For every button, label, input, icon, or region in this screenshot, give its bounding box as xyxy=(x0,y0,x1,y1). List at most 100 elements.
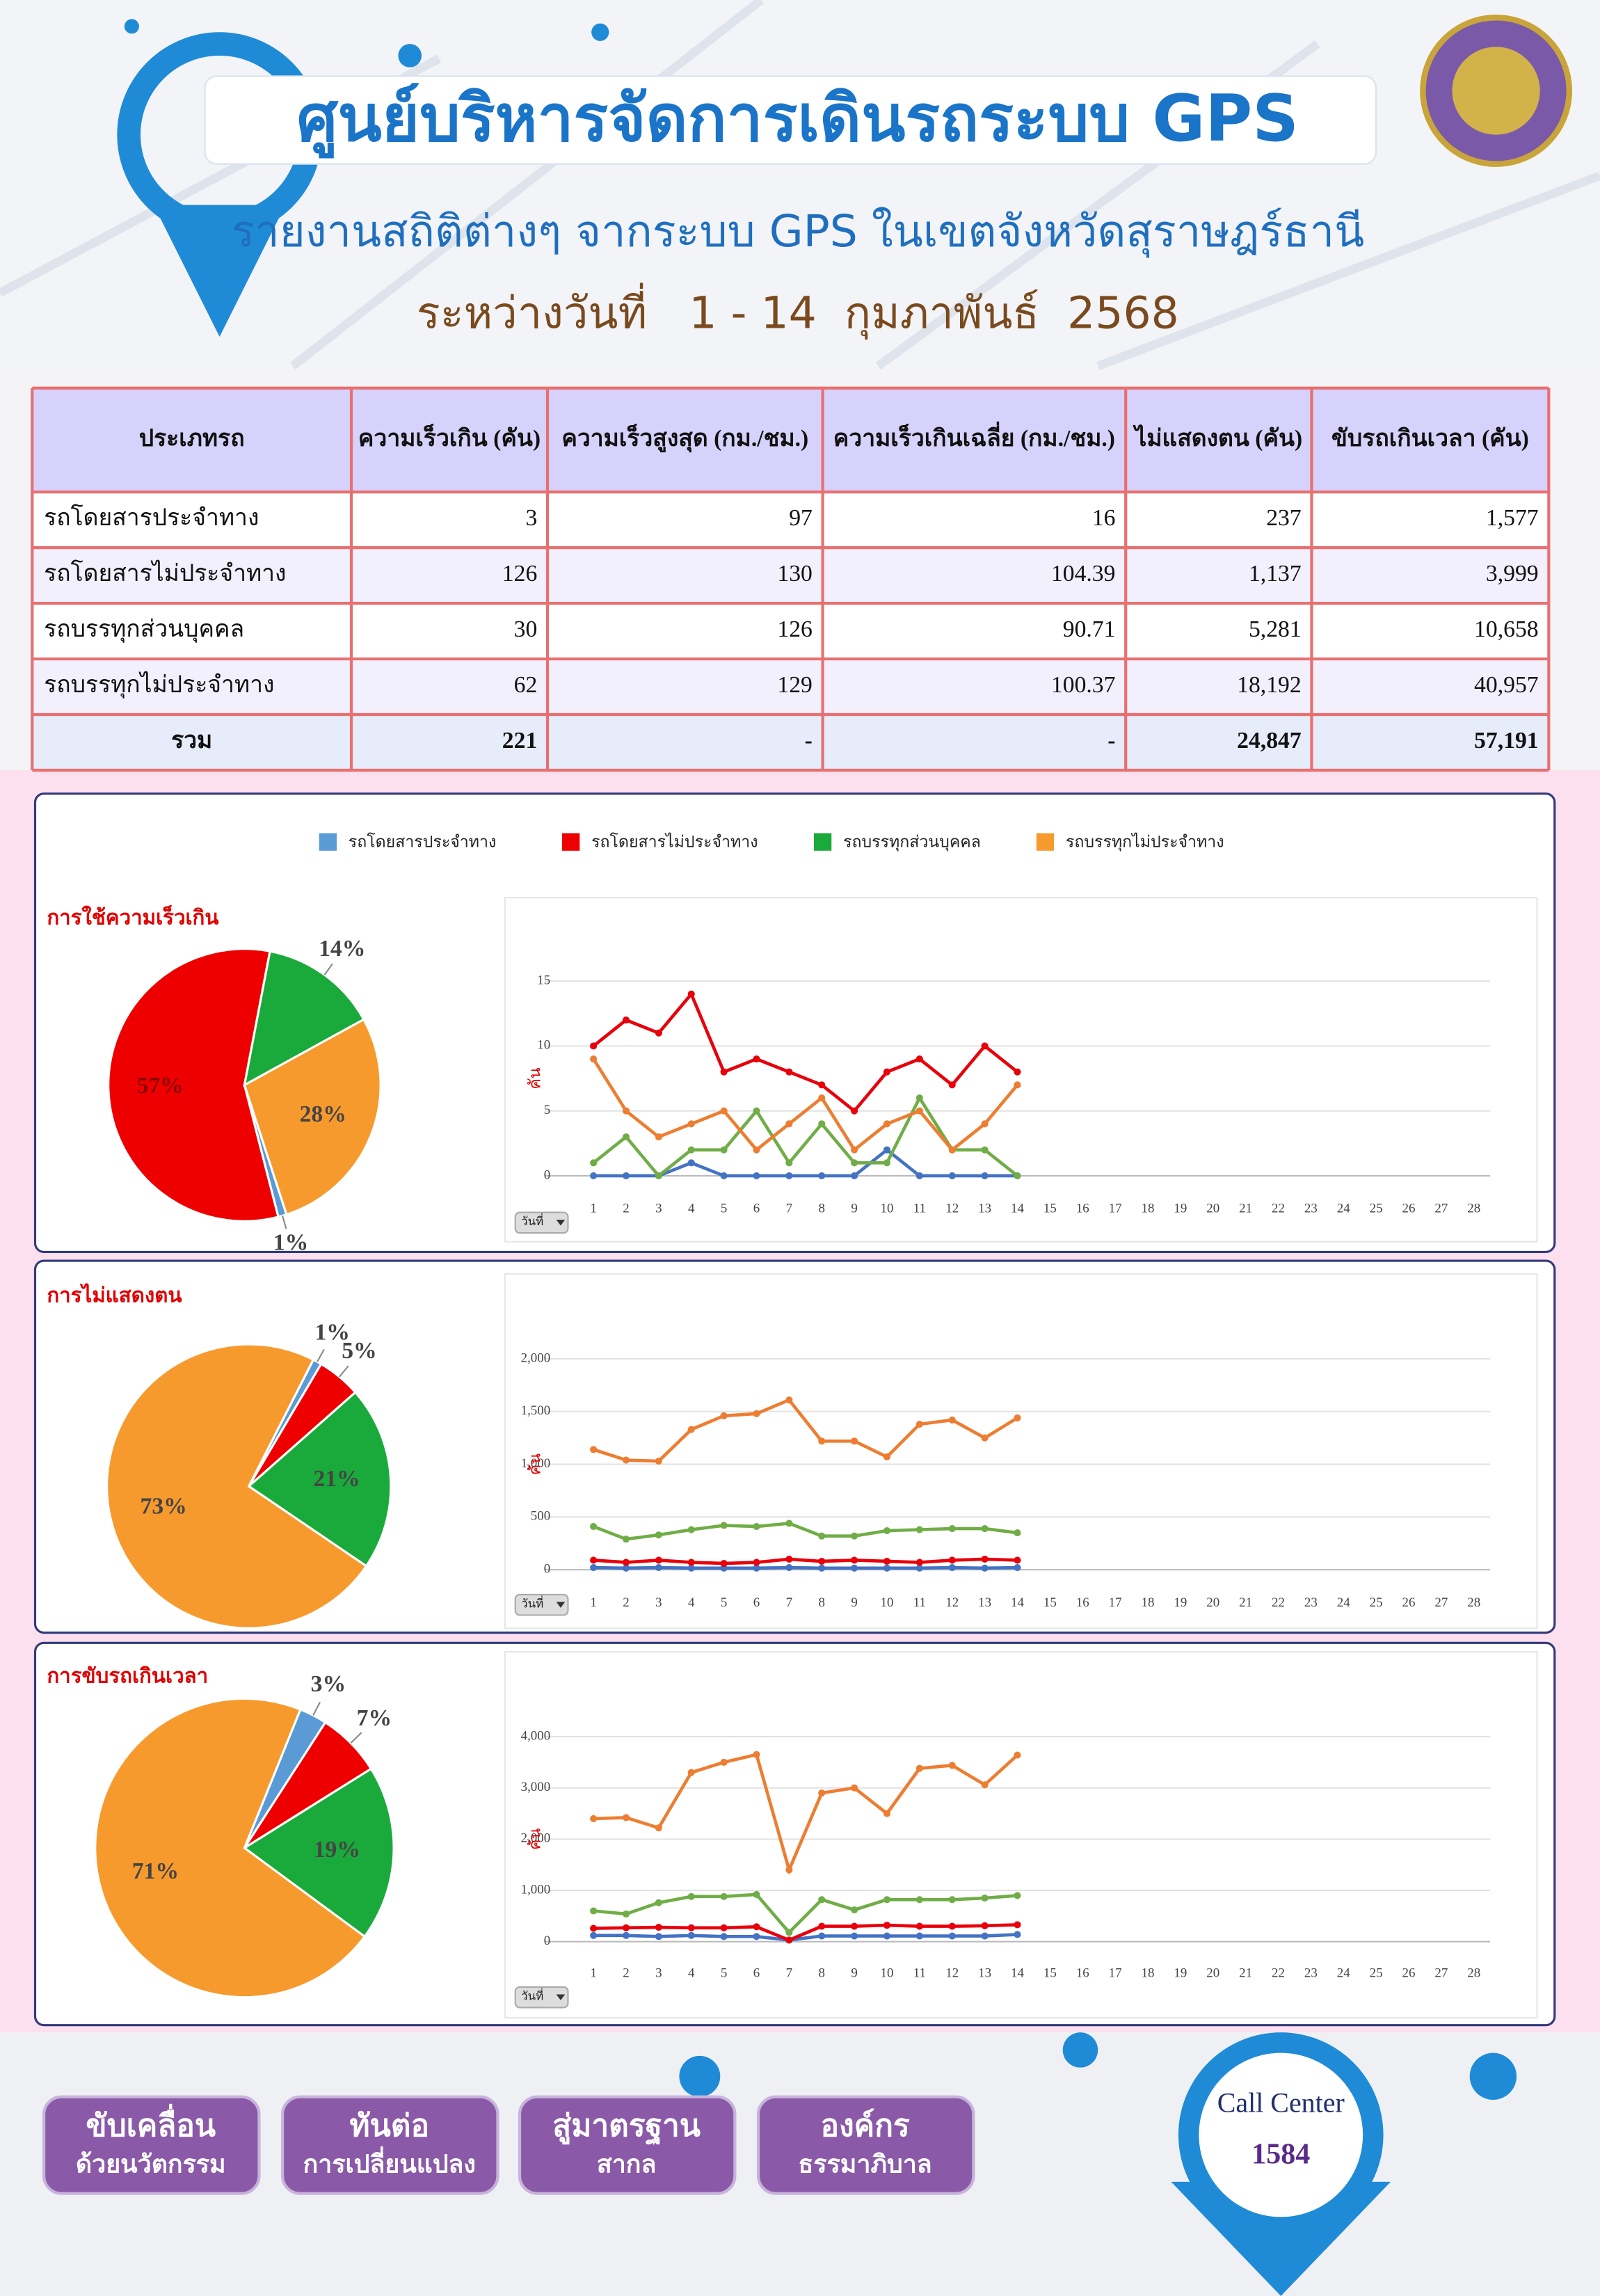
x-tick-label: 17 xyxy=(1109,1202,1122,1216)
series-line xyxy=(593,1398,1018,1463)
data-point xyxy=(883,1527,891,1535)
x-tick-label: 11 xyxy=(913,1966,926,1980)
x-tick-label: 18 xyxy=(1142,1202,1155,1216)
table-cell: 1,577 xyxy=(1486,505,1539,531)
x-tick-label: 9 xyxy=(851,1595,857,1610)
x-tick-label: 10 xyxy=(881,1966,894,1980)
x-tick-label: 24 xyxy=(1337,1595,1350,1610)
x-tick-label: 10 xyxy=(881,1595,894,1610)
data-point xyxy=(785,1520,793,1527)
slogan-top: สู่มาตรฐาน xyxy=(552,2108,701,2145)
x-tick-label: 16 xyxy=(1076,1966,1089,1980)
x-tick-label: 14 xyxy=(1011,1595,1024,1610)
data-point xyxy=(915,1764,923,1772)
x-tick-label: 28 xyxy=(1467,1202,1480,1216)
x-tick-label: 15 xyxy=(1043,1202,1057,1216)
x-tick-label: 2 xyxy=(623,1966,629,1980)
x-tick-label: 12 xyxy=(945,1595,959,1610)
data-point xyxy=(818,1172,826,1180)
data-point xyxy=(622,1107,630,1115)
x-tick-label: 20 xyxy=(1206,1966,1219,1980)
data-point xyxy=(1014,1921,1021,1929)
x-tick-label: 23 xyxy=(1304,1595,1318,1610)
pie-slice xyxy=(243,950,366,1087)
data-point xyxy=(655,1029,662,1037)
x-tick-label: 5 xyxy=(721,1202,727,1216)
dropdown-arrow xyxy=(556,1602,566,1608)
data-point xyxy=(1014,1414,1021,1421)
data-point xyxy=(687,1426,695,1433)
data-point xyxy=(818,1120,826,1128)
legend-swatch xyxy=(319,833,337,851)
table-header: ความเร็วเกินเฉลี่ย (กม./ชม.) xyxy=(833,421,1115,452)
x-tick-label: 8 xyxy=(819,1595,825,1610)
pie-title: การไม่แสดงตน xyxy=(47,1282,182,1307)
data-point xyxy=(655,1133,662,1141)
x-tick-label: 13 xyxy=(978,1966,991,1980)
data-point xyxy=(981,1555,989,1563)
data-point xyxy=(883,1896,891,1904)
leader-line xyxy=(350,1732,362,1744)
data-point xyxy=(785,1068,793,1076)
data-point xyxy=(753,1933,760,1940)
data-point xyxy=(948,1556,956,1564)
slogan-button xyxy=(756,2095,975,2195)
data-point xyxy=(590,1924,598,1932)
y-tick-label: 2,000 xyxy=(521,1831,551,1846)
data-point xyxy=(720,1522,728,1529)
table-row xyxy=(32,659,1549,715)
pie-label: 28% xyxy=(300,1101,346,1127)
data-point xyxy=(818,1896,826,1904)
map-decoration xyxy=(0,0,1600,371)
x-tick-label: 12 xyxy=(945,1966,959,1980)
data-point xyxy=(851,1532,858,1540)
data-point xyxy=(687,1769,695,1776)
data-point xyxy=(981,1146,989,1154)
pie-label: 21% xyxy=(313,1466,360,1492)
table-cell: รวม xyxy=(171,728,212,754)
x-tick-label: 28 xyxy=(1467,1595,1480,1610)
x-tick-label: 18 xyxy=(1142,1595,1155,1610)
x-tick-label: 27 xyxy=(1434,1966,1448,1980)
data-point xyxy=(818,1922,826,1930)
data-point xyxy=(915,1172,923,1180)
data-point xyxy=(655,1172,662,1180)
data-point xyxy=(915,1055,923,1063)
data-point xyxy=(981,1524,989,1533)
y-tick-label: 1,000 xyxy=(521,1882,551,1897)
data-point xyxy=(785,1555,793,1563)
legend-label: รถบรรทุกไม่ประจำทาง xyxy=(1066,833,1224,852)
x-tick-label: 5 xyxy=(721,1966,727,1980)
x-tick-label: 27 xyxy=(1434,1202,1448,1216)
x-tick-label: 21 xyxy=(1239,1202,1252,1216)
data-point xyxy=(753,1410,760,1417)
series-line xyxy=(593,1147,1018,1178)
leader-line xyxy=(323,963,333,975)
data-point xyxy=(818,1437,826,1445)
pie-slice xyxy=(242,1767,395,1938)
table-header: ขับรถเกินเวลา (คัน) xyxy=(1331,426,1529,452)
data-point xyxy=(818,1564,826,1572)
data-point xyxy=(687,1120,695,1128)
data-point xyxy=(883,1932,891,1940)
data-point xyxy=(753,1751,760,1758)
x-tick-label: 16 xyxy=(1076,1202,1089,1216)
data-point xyxy=(981,1564,989,1572)
table-row xyxy=(32,603,1549,660)
data-point xyxy=(883,1564,891,1572)
data-point xyxy=(590,1159,598,1167)
x-tick-label: 18 xyxy=(1142,1966,1155,1980)
data-point xyxy=(883,1557,891,1565)
data-point xyxy=(915,1094,923,1102)
pie-label: 1% xyxy=(314,1320,349,1346)
x-tick-label: 4 xyxy=(688,1202,695,1216)
data-point xyxy=(785,1564,793,1572)
series-line xyxy=(593,1522,1018,1541)
data-point xyxy=(818,1557,826,1565)
legend-swatch xyxy=(813,833,832,851)
data-point xyxy=(753,1055,760,1063)
filter-dropdown xyxy=(514,1593,569,1616)
slogans: ขับเคลื่อนด้วยนวัตกรรม ทันต่อการเปลี่ยนแป… xyxy=(42,2095,975,2195)
data-point xyxy=(720,1068,728,1076)
x-tick-label: 26 xyxy=(1402,1595,1416,1610)
